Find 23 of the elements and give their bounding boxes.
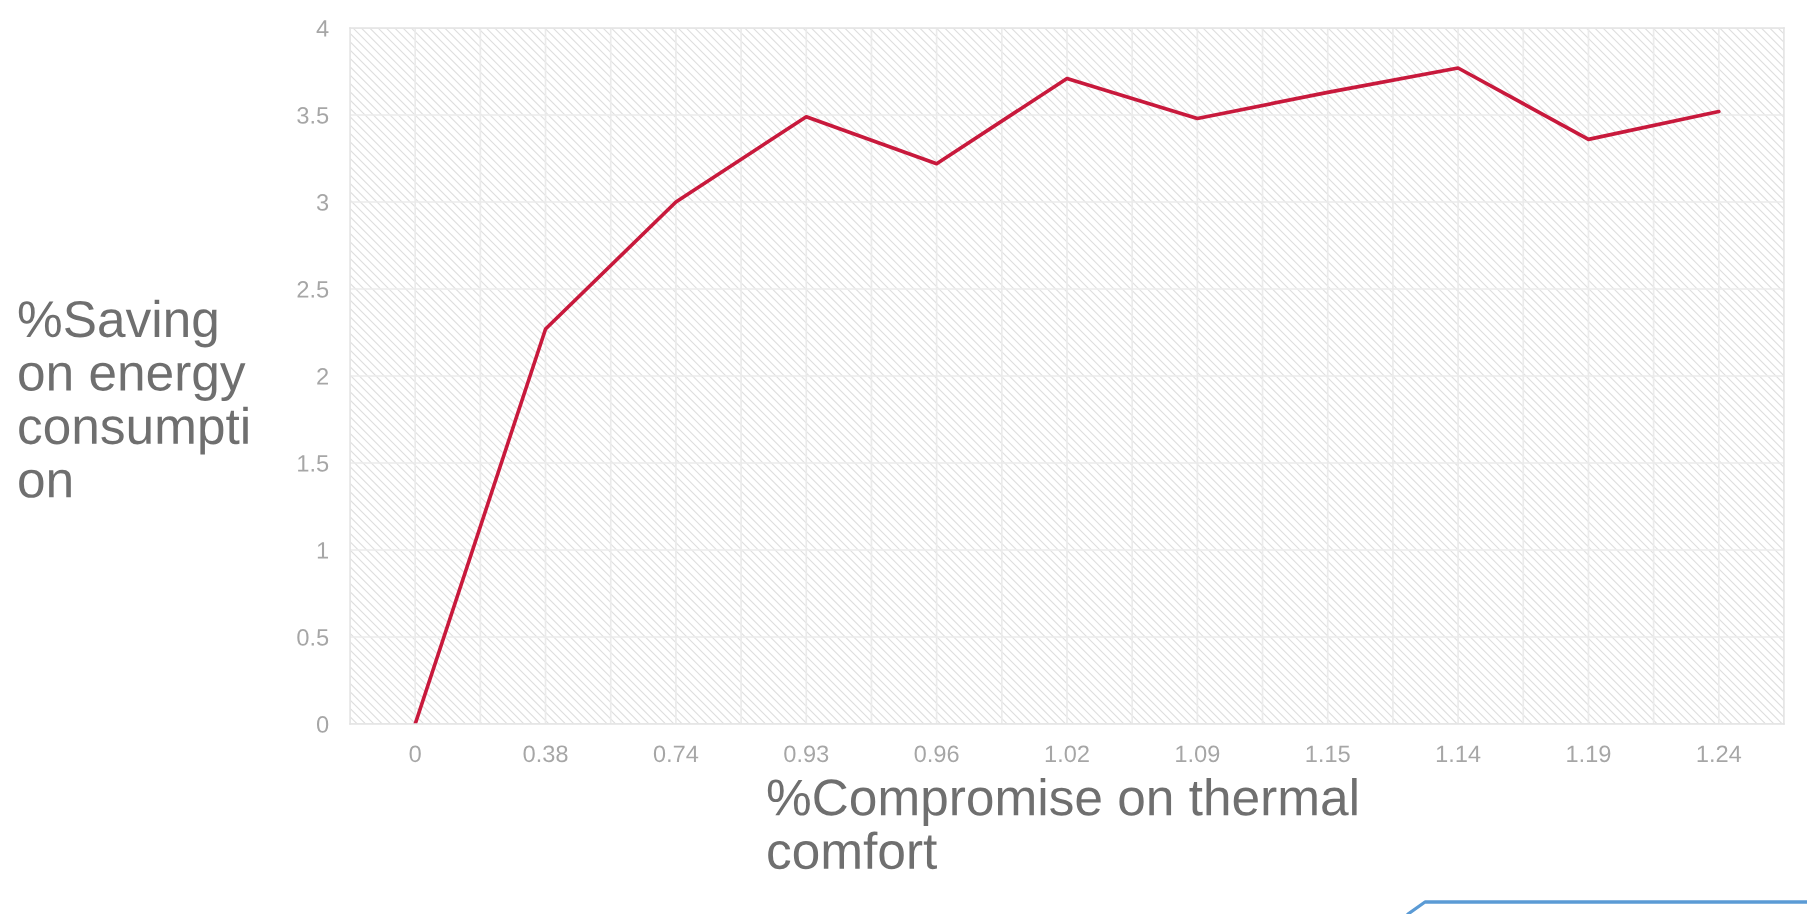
x-tick-label: 0.96 [914, 745, 959, 763]
line-series [413, 66, 1721, 724]
y-axis-title: %Saving on energy consumpti on [18, 299, 248, 498]
y-tick-label: 2 [317, 368, 328, 385]
x-tick-label: 0.74 [653, 745, 699, 763]
x-tick-label: 1.02 [1045, 745, 1089, 763]
x-tick-label: 0.38 [523, 745, 568, 763]
y-tick-label: 3.5 [297, 107, 329, 124]
x-tick-label: 0 [409, 745, 421, 763]
y-tick-label: 1.5 [298, 455, 329, 472]
y-tick-label: 0 [316, 716, 329, 733]
y-tick-label: 3 [316, 194, 329, 211]
x-tick-label: 0.93 [784, 745, 829, 763]
y-tick-label: 0.5 [297, 629, 329, 646]
x-tick-label: 1.15 [1306, 745, 1350, 763]
y-tick-label: 2.5 [297, 281, 329, 298]
y-tick-label: 1 [317, 542, 329, 559]
x-tick-label: 1.24 [1697, 745, 1742, 762]
x-tick-label: 1.09 [1176, 745, 1220, 763]
y-tick-label: 4 [316, 20, 329, 37]
x-axis-title: %Compromise on thermal comfort [767, 778, 1357, 870]
x-tick-label: 1.19 [1567, 745, 1611, 763]
x-tick-label: 1.14 [1436, 745, 1481, 762]
